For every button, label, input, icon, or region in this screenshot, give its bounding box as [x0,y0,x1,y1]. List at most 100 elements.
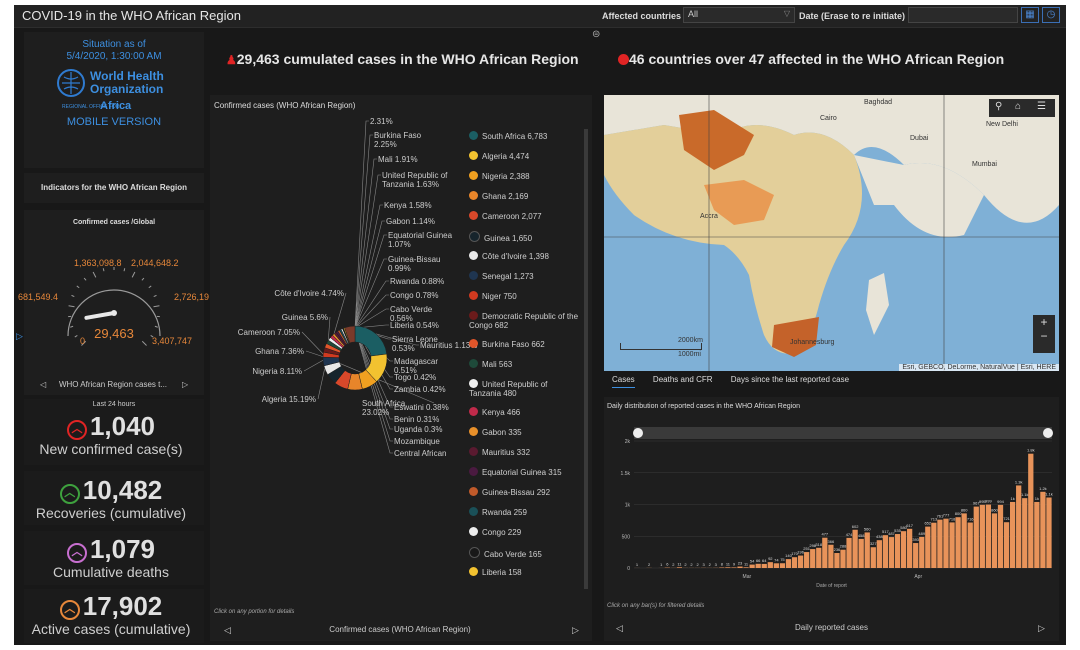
bar[interactable] [943,518,949,568]
bar[interactable] [779,563,786,568]
bar[interactable] [1040,491,1046,568]
home-icon[interactable]: ⌂ [1015,101,1022,112]
range-slider-handle[interactable] [633,428,643,438]
legend-item[interactable]: South Africa 6,783 [469,131,579,141]
bar[interactable] [1046,497,1052,568]
bar[interactable] [804,552,810,568]
legend-item[interactable]: Niger 750 [469,291,579,301]
bar[interactable] [864,532,870,568]
map[interactable]: Baghdad Cairo Dubai New Delhi Mumbai Acc… [604,95,1059,371]
bar[interactable] [961,513,967,568]
bar[interactable] [888,537,895,568]
legend-item[interactable]: Cameroon 2,077 [469,211,579,221]
bar[interactable] [797,555,804,568]
bar[interactable] [1003,522,1010,568]
bar[interactable] [1016,485,1022,568]
legend-item[interactable]: Senegal 1,273 [469,271,579,281]
bar-prev-icon[interactable]: ◁ [616,623,623,633]
bar[interactable] [991,513,998,568]
range-slider-handle[interactable] [1043,428,1053,438]
bar[interactable] [791,557,798,568]
bar[interactable] [719,567,725,568]
tab-cases[interactable]: Cases [612,375,635,388]
donut-chart[interactable] [210,95,592,605]
bar[interactable] [749,564,755,568]
legend-item[interactable]: Congo 229 [469,527,579,537]
tab-deaths-cfr[interactable]: Deaths and CFR [652,375,713,384]
bar[interactable] [852,529,858,568]
bar[interactable] [743,567,749,568]
range-slider[interactable] [634,427,1052,439]
legend-item[interactable]: Mauritius 332 [469,447,579,457]
bar[interactable] [834,553,840,568]
legend-item[interactable]: Mali 563 [469,359,579,369]
bar[interactable] [773,563,779,568]
date-input[interactable] [908,7,1018,23]
bar[interactable] [919,536,925,568]
bar[interactable] [907,528,913,568]
bar[interactable] [737,566,743,568]
bar[interactable] [828,544,834,568]
bar[interactable] [810,549,816,568]
legend-item[interactable]: Democratic Republic of the Congo 682 [469,311,579,330]
bar[interactable] [725,567,731,568]
legend-item[interactable]: Guinea-Bissau 292 [469,487,579,497]
donut-slice[interactable] [354,325,388,357]
bar[interactable] [858,538,864,568]
list-icon[interactable]: ☰ [1037,101,1046,112]
bar[interactable] [870,547,876,568]
bar[interactable] [949,522,955,568]
bar[interactable] [731,567,737,568]
bar[interactable] [767,562,773,568]
legend-item[interactable]: Equatorial Guinea 315 [469,467,579,477]
bar[interactable] [955,517,961,568]
donut-slice[interactable] [344,325,356,344]
gauge-prev-icon[interactable]: ◁ [40,380,47,389]
legend-item[interactable]: Côte d'Ivoire 1,398 [469,251,579,261]
bar[interactable] [846,537,852,568]
bar[interactable] [894,534,901,568]
legend-item[interactable]: Cabo Verde 165 [469,547,579,559]
bar[interactable] [973,506,979,568]
legend-item[interactable]: Kenya 466 [469,407,579,417]
bar[interactable] [840,549,846,568]
collapse-left-icon[interactable]: ▷ [16,331,23,341]
clock-icon[interactable]: ◷ [1042,7,1060,23]
bar[interactable] [785,559,792,568]
calendar-icon[interactable]: ▦ [1021,7,1039,23]
bar[interactable] [876,540,882,568]
legend-item[interactable]: Rwanda 259 [469,507,579,517]
expand-icon[interactable]: ⊜ [592,29,601,40]
bar[interactable] [761,563,767,568]
bar[interactable] [882,535,889,568]
bar[interactable] [985,504,992,568]
donut-next-icon[interactable]: ▷ [572,625,579,635]
legend-item[interactable]: United Republic of Tanzania 480 [469,379,579,398]
legend-item[interactable]: Algeria 4,474 [469,151,579,161]
tab-days-since[interactable]: Days since the last reported case [730,375,850,384]
legend-item[interactable]: Gabon 335 [469,427,579,437]
bar[interactable] [1009,501,1016,568]
legend-item[interactable]: Liberia 158 [469,567,579,577]
bar[interactable] [1034,501,1040,568]
bar[interactable] [925,526,931,568]
bar[interactable] [913,543,919,568]
bar[interactable] [900,531,907,568]
bar[interactable] [755,563,761,568]
donut-prev-icon[interactable]: ◁ [224,625,231,635]
bar[interactable] [967,522,973,568]
zoom-in-icon[interactable]: + [1040,315,1048,329]
bar[interactable] [931,522,937,568]
zoom-out-icon[interactable]: − [1040,329,1048,343]
bar[interactable] [997,504,1004,568]
bar[interactable] [937,519,943,568]
bar-next-icon[interactable]: ▷ [1038,623,1045,633]
bar[interactable] [816,547,822,568]
bar[interactable] [979,504,985,568]
search-icon[interactable]: ⚲ [995,101,1003,112]
bar[interactable] [676,567,683,568]
legend-item[interactable]: Nigeria 2,388 [469,171,579,181]
legend-item[interactable]: Guinea 1,650 [469,231,579,243]
bar[interactable] [1022,498,1028,568]
bar[interactable] [1028,453,1034,568]
